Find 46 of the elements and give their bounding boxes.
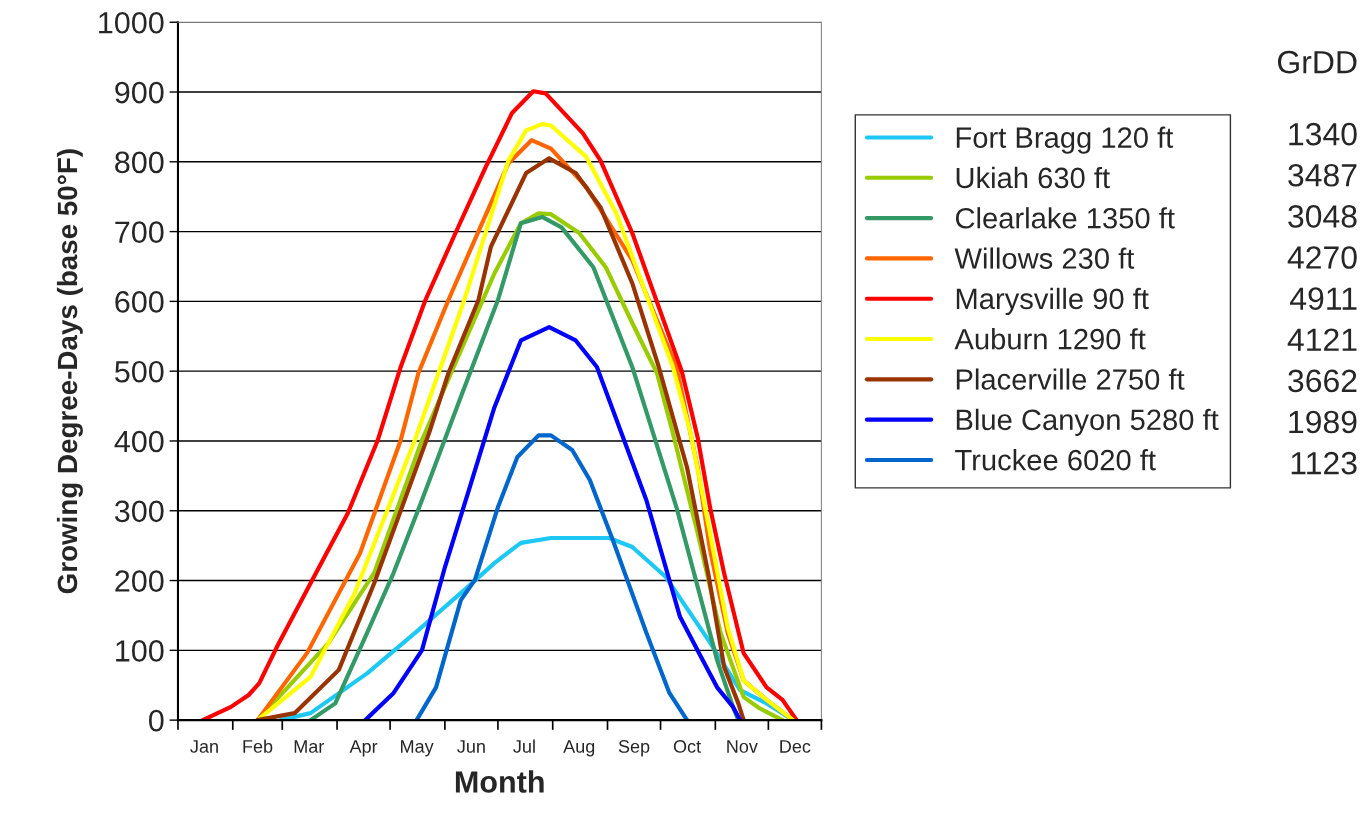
- x-tick-label: Apr: [349, 740, 378, 757]
- text: 1989: [1289, 410, 1357, 434]
- x-tick-label: Jun: [457, 740, 485, 753]
- legend-label: Placerville 2750 ft: [956, 368, 1185, 390]
- y-tick-label: 700: [115, 221, 164, 243]
- x-tick-label: Jan: [190, 740, 218, 753]
- y-tick-label: 100: [116, 640, 164, 662]
- y-tick-label: 800: [115, 151, 164, 174]
- legend-label: Truckee 6020 ft: [955, 449, 1156, 471]
- x-axis-title: Month: [455, 770, 544, 793]
- text: 3662: [1288, 369, 1357, 393]
- x-tick-label: Aug: [563, 740, 595, 757]
- y-axis-title: Growing Degree-Days (base 50°F): [56, 149, 83, 594]
- x-tick-label: Sep: [618, 740, 650, 757]
- y-tick-label: 300: [114, 500, 164, 523]
- legend-label: Auburn 1290 ft: [954, 328, 1146, 350]
- text: GrDD: [1277, 50, 1357, 74]
- legend-label: Ukiah 630 ft: [956, 166, 1110, 189]
- x-tick-label: Dec: [780, 740, 811, 753]
- legend-label: Marysville 90 ft: [956, 287, 1149, 315]
- y-tick-label: 500: [115, 360, 164, 383]
- y-tick-label: 600: [115, 291, 164, 313]
- text: 1340: [1289, 122, 1357, 146]
- x-tick-label: Mar: [294, 740, 325, 753]
- text: 4911: [1290, 287, 1357, 310]
- y-tick-label: 0: [148, 709, 164, 732]
- x-tick-label: Feb: [243, 739, 273, 753]
- legend-label: Willows 230 ft: [954, 247, 1135, 269]
- x-tick-label: Oct: [673, 740, 701, 753]
- x-tick-label: May: [401, 740, 434, 757]
- legend-label: Fort Bragg 120 ft: [956, 126, 1174, 154]
- text: 4121: [1287, 328, 1357, 351]
- line-series: [363, 325, 743, 721]
- x-tick-label: Nov: [727, 740, 758, 753]
- y-tick-label: 200: [115, 570, 164, 592]
- text: 3487: [1288, 163, 1357, 187]
- y-tick-label: 900: [115, 81, 164, 104]
- line-series: [414, 433, 690, 721]
- text: 3048: [1288, 205, 1357, 228]
- text: 4270: [1287, 246, 1357, 269]
- x-tick-label: Jul: [513, 739, 535, 753]
- legend-label: Clearlake 1350 ft: [955, 207, 1175, 229]
- text: 1123: [1291, 451, 1357, 475]
- legend-label: Blue Canyon 5280 ft: [956, 408, 1219, 436]
- y-tick-label: 1000: [99, 11, 164, 34]
- y-tick-label: 400: [114, 430, 164, 453]
